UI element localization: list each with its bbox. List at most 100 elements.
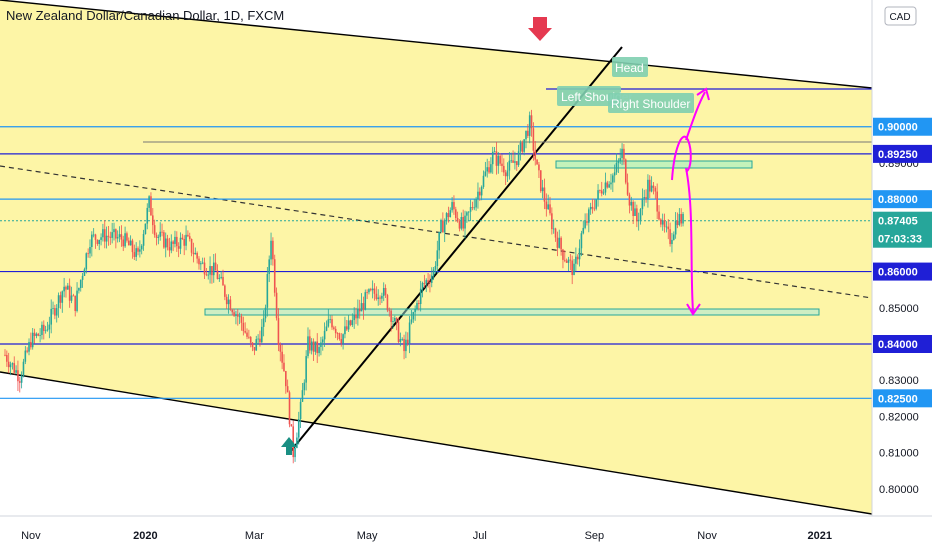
candle-body — [652, 185, 655, 188]
candle-body — [534, 150, 537, 160]
candle — [388, 307, 391, 317]
candle-body — [351, 320, 354, 325]
currency-button[interactable]: CAD — [884, 6, 917, 26]
candle-body — [658, 211, 660, 220]
candle — [534, 141, 537, 166]
candle — [405, 331, 407, 359]
candle-body — [224, 285, 226, 297]
candle-body — [623, 148, 625, 160]
candle — [406, 332, 409, 347]
candle-body — [137, 248, 139, 252]
candle — [39, 328, 41, 343]
candle-body — [401, 338, 404, 340]
candle — [46, 321, 49, 332]
candle — [602, 189, 605, 195]
candle-body — [390, 310, 392, 322]
candle — [382, 282, 385, 302]
time-label-3: May — [357, 530, 378, 542]
candle-body — [273, 259, 276, 293]
candle-body — [517, 151, 520, 166]
time-label-6: Nov — [697, 530, 717, 542]
candle — [61, 290, 64, 313]
candle-body — [447, 213, 450, 218]
candle — [220, 270, 222, 280]
candle-body — [102, 229, 104, 238]
candle — [31, 327, 34, 350]
time-axis[interactable]: Nov 2020 Mar May Jul Sep Nov 2021 — [21, 530, 832, 542]
candle — [150, 192, 152, 216]
candle-body — [333, 327, 335, 329]
candle — [410, 309, 413, 325]
candle — [268, 255, 270, 283]
candle-body — [212, 262, 215, 276]
candle-body — [562, 249, 564, 260]
candle — [200, 261, 202, 271]
candle-body — [79, 279, 82, 288]
candle-body — [454, 209, 457, 218]
candle-body — [55, 308, 58, 316]
candle — [79, 279, 82, 292]
level-tag-4: 0.84000 — [878, 339, 918, 351]
candle — [573, 259, 575, 276]
candle-body — [394, 317, 396, 321]
candle — [584, 213, 586, 230]
candle-body — [26, 350, 28, 352]
candle-body — [24, 350, 27, 362]
candle — [37, 332, 40, 337]
candle — [517, 144, 520, 167]
candle-body — [244, 331, 246, 333]
candle-body — [120, 234, 123, 240]
candle-body — [170, 241, 173, 251]
price-axis[interactable]: 0.900000.890000.880000.870000.860000.850… — [879, 122, 919, 496]
candle-body — [490, 164, 492, 173]
candle-body — [514, 161, 516, 163]
candle-body — [91, 234, 93, 247]
candle — [621, 143, 623, 166]
candle — [251, 342, 254, 352]
candle — [201, 257, 204, 265]
candle — [98, 239, 101, 251]
candle — [580, 230, 583, 257]
candle-body — [358, 308, 361, 312]
candle — [224, 284, 226, 301]
candle-body — [647, 179, 649, 199]
candle-body — [467, 211, 470, 213]
candle — [357, 299, 359, 326]
candle-body — [334, 328, 337, 334]
candle-body — [663, 220, 666, 227]
candle-body — [183, 239, 186, 246]
candle — [504, 169, 507, 185]
candle-body — [238, 316, 241, 318]
candle — [103, 220, 106, 249]
level-tag-bg-2 — [873, 190, 932, 209]
candle-body — [493, 151, 496, 153]
candle-body — [497, 155, 500, 166]
candle — [508, 152, 511, 180]
price-level-tags: 0.90000 0.89250 0.88000 0.86000 0.84000 0.825… — [873, 117, 932, 408]
candle-body — [357, 308, 359, 319]
candle — [281, 344, 283, 370]
candle — [582, 220, 585, 235]
candle — [558, 229, 561, 249]
candle-body — [453, 202, 455, 210]
candle — [105, 226, 108, 249]
candle-body — [588, 209, 590, 223]
candle-body — [342, 334, 344, 344]
candle-body — [109, 236, 112, 238]
candle-body — [667, 226, 670, 230]
candle — [362, 296, 365, 320]
candle — [523, 139, 525, 156]
candle — [506, 162, 509, 183]
level-tag-bg-1 — [873, 144, 932, 163]
candle — [554, 227, 557, 242]
candle — [453, 195, 455, 215]
candle — [539, 170, 542, 193]
candle — [292, 420, 295, 464]
channel-fill — [0, 0, 872, 514]
candle — [510, 152, 513, 164]
candle — [50, 299, 52, 334]
candle — [140, 244, 143, 255]
candle-body — [552, 228, 555, 230]
candle — [595, 199, 597, 211]
